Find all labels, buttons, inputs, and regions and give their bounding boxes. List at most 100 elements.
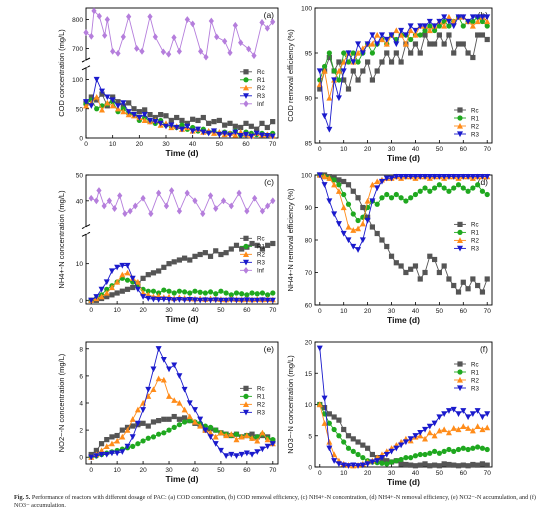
data-point <box>331 211 338 218</box>
data-point <box>140 275 146 281</box>
data-point <box>181 297 188 304</box>
data-point <box>441 448 447 454</box>
data-point <box>446 446 452 453</box>
data-point <box>379 59 385 65</box>
data-point <box>403 269 409 276</box>
data-point <box>269 297 276 304</box>
legend-label: R3 <box>471 246 479 253</box>
data-point <box>114 450 121 457</box>
data-point <box>168 122 175 129</box>
data-point <box>374 458 381 464</box>
data-point <box>369 198 376 205</box>
data-point <box>431 432 438 439</box>
data-point <box>93 197 99 205</box>
data-point <box>223 250 229 256</box>
data-point <box>422 426 429 433</box>
data-point <box>393 260 399 266</box>
data-point <box>264 133 271 139</box>
data-point <box>398 442 405 449</box>
data-point <box>264 297 271 304</box>
data-point <box>119 449 126 455</box>
data-point <box>455 182 462 188</box>
legend-marker <box>243 409 249 416</box>
data-point <box>326 198 333 205</box>
data-point <box>431 256 438 263</box>
data-point <box>83 29 89 36</box>
data-point <box>326 411 332 417</box>
data-point <box>379 460 385 466</box>
data-point <box>450 23 457 30</box>
data-point <box>197 297 204 304</box>
x-tick-label: 60 <box>460 470 468 477</box>
y-axis-title: COD removal efficiency (%) <box>286 29 295 122</box>
data-point <box>359 220 366 227</box>
data-point <box>412 31 419 38</box>
x-axis-title: Time (d) <box>166 474 199 484</box>
data-point <box>426 27 433 34</box>
series-Inf <box>83 7 276 61</box>
data-point <box>460 445 466 451</box>
data-point <box>91 7 97 15</box>
data-point <box>130 423 136 429</box>
legend-marker <box>457 229 463 235</box>
data-point <box>446 32 452 38</box>
data-point <box>223 297 230 304</box>
data-point <box>350 448 356 454</box>
data-point <box>264 436 271 443</box>
data-point <box>465 50 471 56</box>
data-point <box>213 248 219 254</box>
data-point <box>360 68 366 74</box>
data-point <box>355 49 362 56</box>
data-point <box>350 243 357 250</box>
data-point <box>166 427 172 433</box>
data-point <box>402 40 409 47</box>
data-point <box>412 433 419 439</box>
y-tick-label: 0 <box>308 465 312 472</box>
data-point <box>365 214 371 220</box>
data-point <box>364 461 371 467</box>
data-point <box>200 129 207 136</box>
data-point <box>355 59 361 65</box>
data-point <box>259 429 266 436</box>
data-point <box>384 243 390 250</box>
data-point <box>270 240 276 247</box>
data-point <box>249 290 255 296</box>
data-point <box>383 40 390 47</box>
data-point <box>232 123 238 129</box>
data-point <box>479 174 486 180</box>
x-tick-label: 70 <box>484 308 492 315</box>
data-point <box>321 405 328 411</box>
data-point <box>417 50 423 56</box>
x-tick-label: 20 <box>364 308 372 315</box>
chart-panel-b: 85 90 95 100 0 10 20 30 40 50 60 70 Time (d) COD remo… <box>286 6 493 163</box>
data-point <box>208 17 214 25</box>
data-point <box>336 77 342 83</box>
data-point <box>238 451 245 458</box>
data-point <box>402 439 409 446</box>
data-point <box>469 14 476 21</box>
data-point <box>145 272 151 278</box>
data-point <box>173 124 180 131</box>
data-point <box>104 294 110 300</box>
x-tick-label: 20 <box>364 470 372 477</box>
data-point <box>248 133 255 140</box>
data-point <box>436 269 442 276</box>
data-point <box>436 32 442 38</box>
data-point <box>360 455 366 461</box>
x-tick-label: 50 <box>217 307 225 314</box>
data-point <box>369 40 376 47</box>
data-point <box>114 437 121 444</box>
data-point <box>465 174 472 180</box>
legend-marker <box>457 369 463 375</box>
data-point <box>465 446 471 453</box>
chart-panel-e: 0 2 4 6 8 0 10 20 30 40 50 60 70 Time (d) NO2−-N conce… <box>57 341 279 484</box>
data-point <box>350 462 357 469</box>
data-point <box>270 119 276 125</box>
panel-label: (f) <box>480 344 488 354</box>
data-point <box>441 185 447 191</box>
data-point <box>259 246 266 252</box>
data-point <box>166 288 172 294</box>
data-point <box>166 297 173 303</box>
data-point <box>345 86 352 92</box>
data-point <box>233 290 240 296</box>
